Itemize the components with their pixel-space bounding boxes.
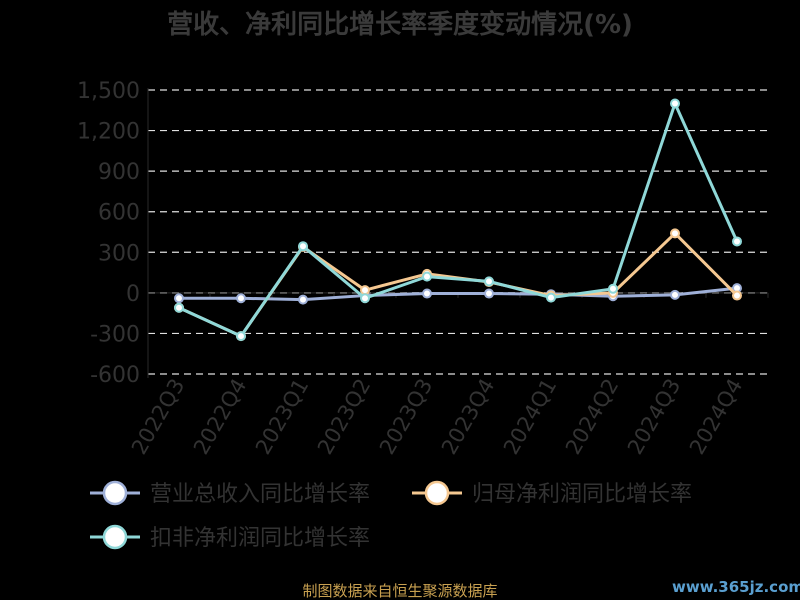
x-tick-label: 2023Q4 (437, 375, 499, 459)
data-point (732, 236, 742, 247)
data-point (360, 285, 370, 296)
series-line (178, 231, 739, 338)
legend-item: 扣非净利润同比增长率 (90, 524, 370, 551)
x-tick-label: 2024Q4 (685, 375, 747, 459)
x-tick-label: 2024Q2 (561, 375, 623, 459)
series-0 (174, 283, 742, 305)
data-point (422, 288, 432, 299)
legend-item: 营业总收入同比增长率 (90, 480, 370, 507)
x-tick-label: 2023Q1 (251, 375, 313, 459)
data-point (174, 302, 184, 313)
data-point (298, 241, 308, 252)
data-point (670, 98, 680, 109)
data-point (236, 331, 246, 342)
x-tick-label: 2022Q4 (189, 375, 251, 459)
series-line (178, 102, 739, 338)
legend-label: 扣非净利润同比增长率 (150, 526, 370, 551)
watermark: www.365jz.com (672, 578, 800, 596)
legend-item: 归母净利润同比增长率 (412, 480, 692, 507)
data-point (484, 276, 494, 287)
data-point (670, 289, 680, 300)
data-point (360, 293, 370, 304)
y-tick-label: -300 (90, 322, 140, 347)
y-tick-label: 300 (98, 241, 140, 266)
source-note: 制图数据来自恒生聚源数据库 (302, 582, 497, 600)
legend-label: 营业总收入同比增长率 (150, 482, 370, 507)
legend-marker (102, 480, 128, 506)
series-line (179, 286, 738, 302)
legend-label: 归母净利润同比增长率 (472, 482, 692, 507)
series-1 (174, 228, 742, 342)
y-tick-label: 1,500 (77, 79, 140, 104)
y-tick-label: 0 (126, 282, 140, 307)
data-point (422, 271, 432, 282)
x-tick-label: 2023Q2 (313, 375, 375, 459)
y-tick-label: 900 (98, 160, 140, 185)
series-2 (174, 98, 742, 342)
data-point (174, 293, 184, 304)
series (174, 98, 742, 342)
y-tick-label: -600 (90, 363, 140, 388)
data-point (236, 293, 246, 304)
data-point (608, 283, 618, 294)
data-point (546, 292, 556, 303)
data-point (732, 290, 742, 301)
data-point (484, 288, 494, 299)
legend-marker (102, 524, 128, 550)
legend-marker (424, 480, 450, 506)
x-tick-label: 2024Q1 (499, 375, 561, 459)
data-point (298, 294, 308, 305)
data-point (670, 228, 680, 239)
y-tick-label: 600 (98, 201, 140, 226)
x-tick-label: 2023Q3 (375, 375, 437, 459)
chart-title: 营收、净利同比增长率季度变动情况(%) (167, 9, 633, 40)
y-tick-label: 1,200 (77, 120, 140, 145)
x-tick-label: 2024Q3 (623, 375, 685, 459)
